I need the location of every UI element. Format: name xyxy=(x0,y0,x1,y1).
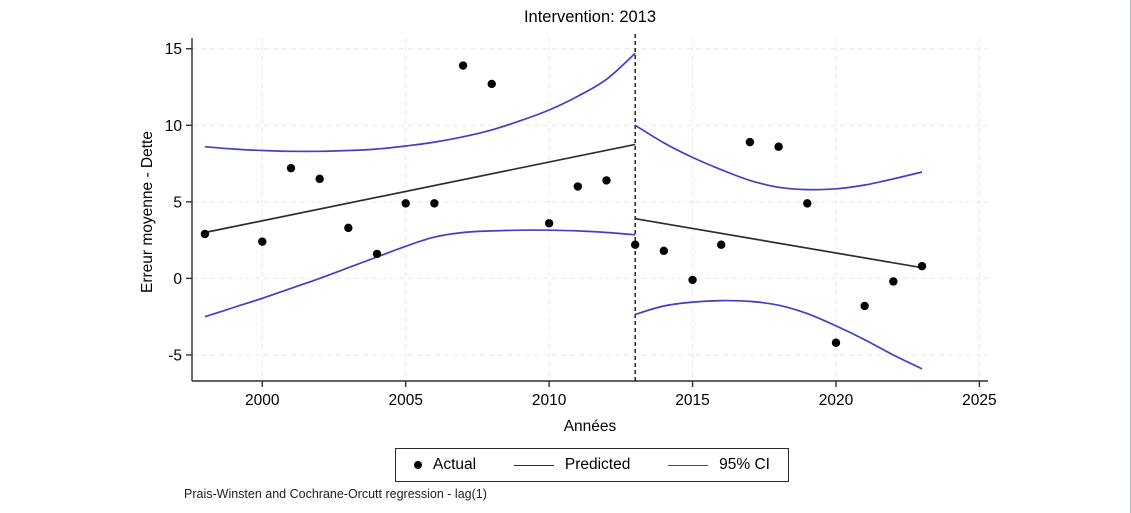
actual-point xyxy=(544,219,554,228)
predicted-post-line xyxy=(635,217,923,269)
x-tick-label: 2020 xyxy=(819,392,854,409)
legend-label-predicted: Predicted xyxy=(564,456,631,473)
x-tick-label: 2000 xyxy=(245,392,280,409)
actual-point xyxy=(258,237,267,246)
actual-point xyxy=(401,199,410,208)
x-axis-label: Années xyxy=(563,418,617,435)
legend-label-actual: Actual xyxy=(433,456,477,473)
actual-point xyxy=(315,174,324,184)
ci-lower-post-line xyxy=(634,299,923,370)
x-tick-label: 2010 xyxy=(532,392,567,409)
ci-upper-pre-line xyxy=(204,52,636,153)
chart-title: Intervention: 2013 xyxy=(523,8,657,26)
actual-point xyxy=(659,246,669,256)
y-tick-label: 10 xyxy=(165,118,183,135)
legend: Actual Predicted 95% CI xyxy=(395,448,789,482)
actual-point xyxy=(602,176,611,185)
x-tick-label: 2015 xyxy=(675,392,709,409)
y-tick-label: -5 xyxy=(168,347,182,364)
ci-upper-post-line xyxy=(634,124,923,191)
x-tick-label: 2025 xyxy=(962,392,996,409)
actual-point xyxy=(688,275,697,285)
legend-item-actual: Actual xyxy=(414,456,476,474)
actual-point xyxy=(458,61,468,70)
actual-point xyxy=(803,199,812,208)
legend-item-ci: 95% CI xyxy=(668,456,770,474)
y-axis-label: Erreur moyenne - Dette xyxy=(139,131,156,293)
actual-point xyxy=(286,163,296,173)
ci-lower-pre-line xyxy=(204,229,636,318)
actual-point xyxy=(860,301,869,311)
actual-point xyxy=(630,240,640,249)
chart-note: Prais-Winsten and Cochrane-Orcutt regres… xyxy=(184,487,487,501)
actual-point xyxy=(831,338,841,347)
predicted-line-icon xyxy=(513,464,554,466)
scatter-marker-icon xyxy=(414,461,422,469)
actual-point xyxy=(745,137,755,147)
actual-point xyxy=(344,223,353,233)
ci-line-icon xyxy=(668,464,709,466)
actual-point xyxy=(573,182,583,191)
actual-point xyxy=(889,277,898,286)
actual-point xyxy=(717,240,726,249)
actual-point xyxy=(917,261,927,271)
actual-point xyxy=(372,249,382,259)
actual-point xyxy=(430,199,439,208)
actual-point xyxy=(774,142,783,151)
y-tick-label: 15 xyxy=(165,41,182,58)
predicted-pre-line xyxy=(204,143,636,234)
actual-point xyxy=(487,79,496,89)
legend-label-ci: 95% CI xyxy=(719,456,770,473)
legend-item-predicted: Predicted xyxy=(513,456,631,474)
y-tick-label: 0 xyxy=(173,271,182,288)
x-tick-label: 2005 xyxy=(388,392,422,409)
y-tick-label: 5 xyxy=(173,194,182,211)
actual-point xyxy=(200,229,210,239)
